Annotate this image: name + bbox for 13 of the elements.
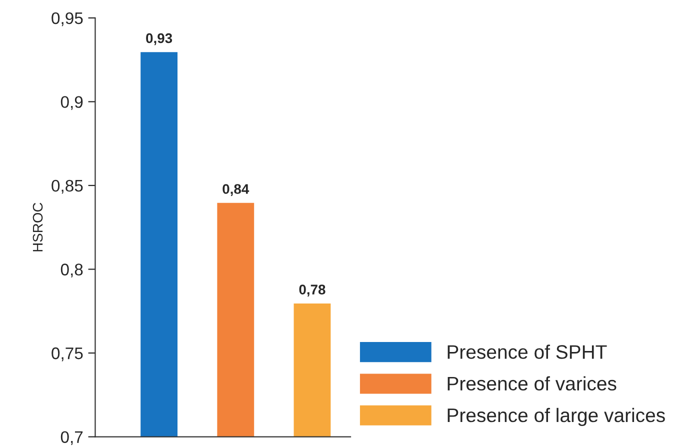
legend-label: Presence of SPHT (448, 344, 607, 359)
y-tick-label: 0,85 (52, 180, 83, 194)
legend-label: Presence of large varices (448, 408, 665, 426)
legend-label: Presence of varices (448, 376, 616, 391)
y-tick-label: 0,95 (52, 12, 83, 26)
y-axis-title: HSROC (32, 202, 43, 252)
y-tick-label: 0,9 (60, 96, 83, 110)
y-tick-label: 0,75 (52, 347, 83, 362)
data-label: 0,93 (146, 33, 172, 46)
data-label: 0,84 (222, 184, 250, 196)
y-tick-label: 0,8 (60, 264, 83, 278)
y-tick-label: 0,7 (60, 431, 83, 445)
data-label: 0,78 (299, 284, 326, 296)
